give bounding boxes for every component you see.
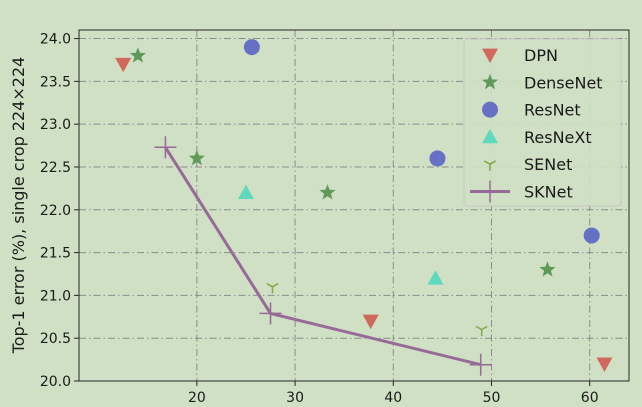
senet-point [475, 325, 488, 337]
legend-box [463, 38, 622, 207]
grid-lines [79, 30, 629, 382]
y-tick-label: 21.5 [40, 246, 71, 262]
x-tick-label: 20 [188, 390, 206, 406]
resnet-point [583, 227, 600, 244]
x-tick-label: 60 [581, 390, 599, 406]
resnext-point [237, 184, 254, 200]
y-tick-label: 23.0 [40, 117, 71, 133]
resnext-point [427, 270, 444, 285]
dpn-point [596, 357, 613, 372]
sknet-point [259, 302, 282, 325]
densenet-point [129, 47, 146, 63]
legend-label-resnext: ResNeXt [524, 128, 592, 147]
densenet-point [188, 149, 205, 166]
legend-swatch-dpn [482, 48, 498, 63]
legend-swatch-sknet [479, 180, 501, 203]
resnet-point [429, 150, 446, 167]
axis-ticks: 20 30 40 50 60 20.0 20.5 21.0 21.5 22.0 22.5 23.0 23… [40, 32, 599, 406]
plot-area-frame [78, 29, 630, 382]
legend-label-sknet: SKNet [524, 183, 573, 202]
dpn-point [115, 57, 132, 73]
dpn-point [362, 314, 379, 330]
densenet-point [539, 261, 556, 277]
legend-label-densenet: DenseNet [524, 73, 603, 92]
legend: DPN DenseNet ResNet ResNeXt SENet SKNet [463, 38, 622, 207]
legend-swatch-senet [483, 160, 497, 171]
sknet-point [154, 136, 177, 159]
legend-swatch-resnet [482, 101, 498, 118]
x-tick-label: 40 [384, 390, 402, 406]
y-tick-label: 20.0 [40, 374, 71, 390]
y-axis-label: Top-1 error (%), single crop 224×224 [9, 57, 28, 355]
y-tick-label: 24.0 [40, 32, 71, 48]
data-marks [115, 39, 613, 376]
x-tick-label: 30 [286, 390, 304, 406]
y-tick-label: 23.5 [40, 74, 71, 90]
legend-label-senet: SENet [524, 155, 572, 174]
densenet-point [319, 184, 336, 200]
x-tick-label: 50 [483, 390, 501, 406]
legend-swatch-resnext [482, 128, 498, 144]
legend-label-dpn: DPN [524, 46, 558, 65]
y-tick-label: 21.0 [40, 288, 71, 304]
legend-label-resnet: ResNet [524, 101, 581, 120]
y-tick-label: 20.5 [40, 331, 71, 347]
sknet-point [469, 353, 492, 376]
y-tick-label: 22.5 [40, 160, 71, 176]
senet-point [266, 282, 279, 294]
y-tick-label: 22.0 [40, 203, 71, 219]
legend-swatch-densenet [481, 73, 499, 90]
resnet-point [243, 39, 260, 56]
